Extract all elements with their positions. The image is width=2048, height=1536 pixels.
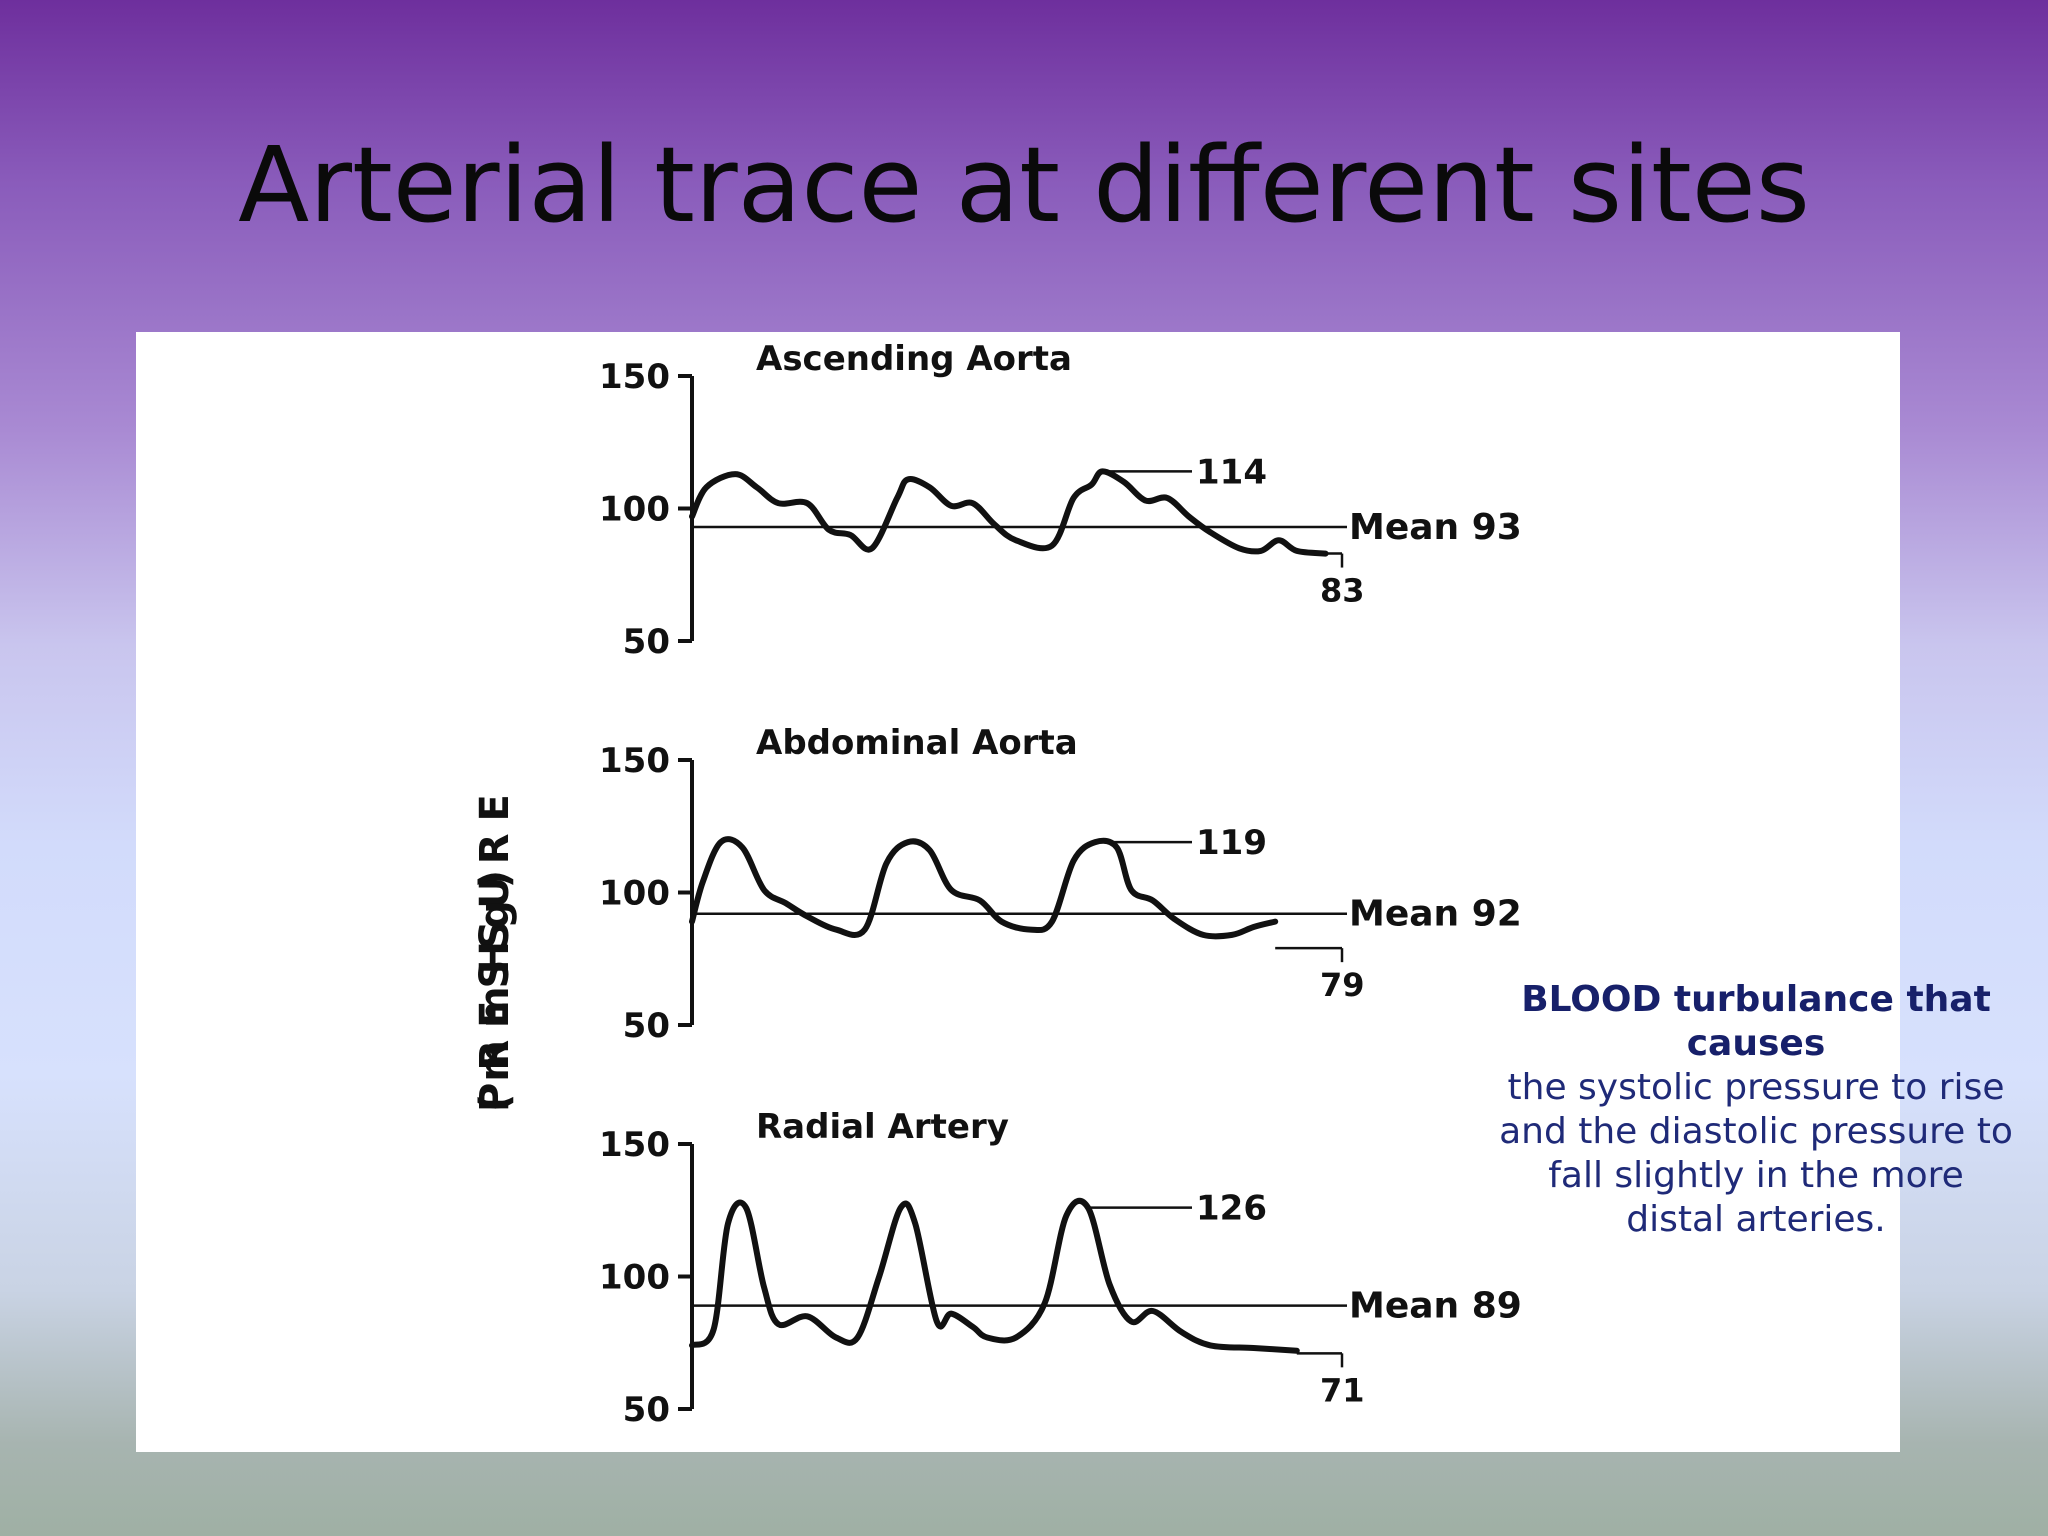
panel-title: Ascending Aorta xyxy=(756,339,1072,379)
y-tick-label: 150 xyxy=(599,357,670,397)
pressure-traces-chart: Ascending Aorta 150 100 50 Mean 93 114 83 Abdom… xyxy=(599,339,1522,1430)
pressure-trace xyxy=(689,1197,1300,1354)
mean-label: Mean 93 xyxy=(1349,507,1522,548)
slide-title: Arterial trace at different sites xyxy=(238,124,1810,246)
explanation-note: BLOOD turbulance that causes the systoli… xyxy=(1496,978,2016,1242)
figure-panel: Ascending Aorta 150 100 50 Mean 93 114 83 Abdom… xyxy=(136,332,2013,1452)
y-tick-label: 150 xyxy=(599,1125,670,1165)
systolic-label: 126 xyxy=(1196,1189,1267,1229)
y-tick-label: 50 xyxy=(623,1390,670,1430)
y-tick-label: 100 xyxy=(599,1258,670,1298)
panel-title: Radial Artery xyxy=(756,1107,1009,1147)
pressure-trace xyxy=(689,836,1279,940)
trace-panel-2: Abdominal Aorta 150 100 50 Mean 92 119 79 xyxy=(599,723,1522,1046)
diastolic-label: 79 xyxy=(1320,966,1365,1004)
y-tick-label: 50 xyxy=(623,622,670,662)
y-tick-label: 150 xyxy=(599,741,670,781)
y-axis-label-unit: (mmHg) xyxy=(472,857,518,1112)
systolic-label: 114 xyxy=(1196,452,1267,492)
diastolic-label: 71 xyxy=(1320,1371,1365,1409)
mean-label: Mean 92 xyxy=(1349,894,1522,935)
systolic-label: 119 xyxy=(1196,823,1267,863)
pressure-trace xyxy=(689,468,1329,557)
note-body: the systolic pressure to rise and the di… xyxy=(1499,1067,2013,1240)
y-tick-label: 100 xyxy=(599,874,670,914)
trace-panel-3: Radial Artery 150 100 50 Mean 89 126 71 xyxy=(599,1107,1522,1430)
diastolic-label: 83 xyxy=(1320,572,1365,610)
trace-panel-1: Ascending Aorta 150 100 50 Mean 93 114 83 xyxy=(599,339,1522,662)
y-tick-label: 100 xyxy=(599,490,670,530)
mean-label: Mean 89 xyxy=(1349,1286,1522,1327)
note-heading: BLOOD turbulance that causes xyxy=(1521,979,1991,1064)
y-tick-label: 50 xyxy=(623,1006,670,1046)
panel-title: Abdominal Aorta xyxy=(756,723,1078,763)
